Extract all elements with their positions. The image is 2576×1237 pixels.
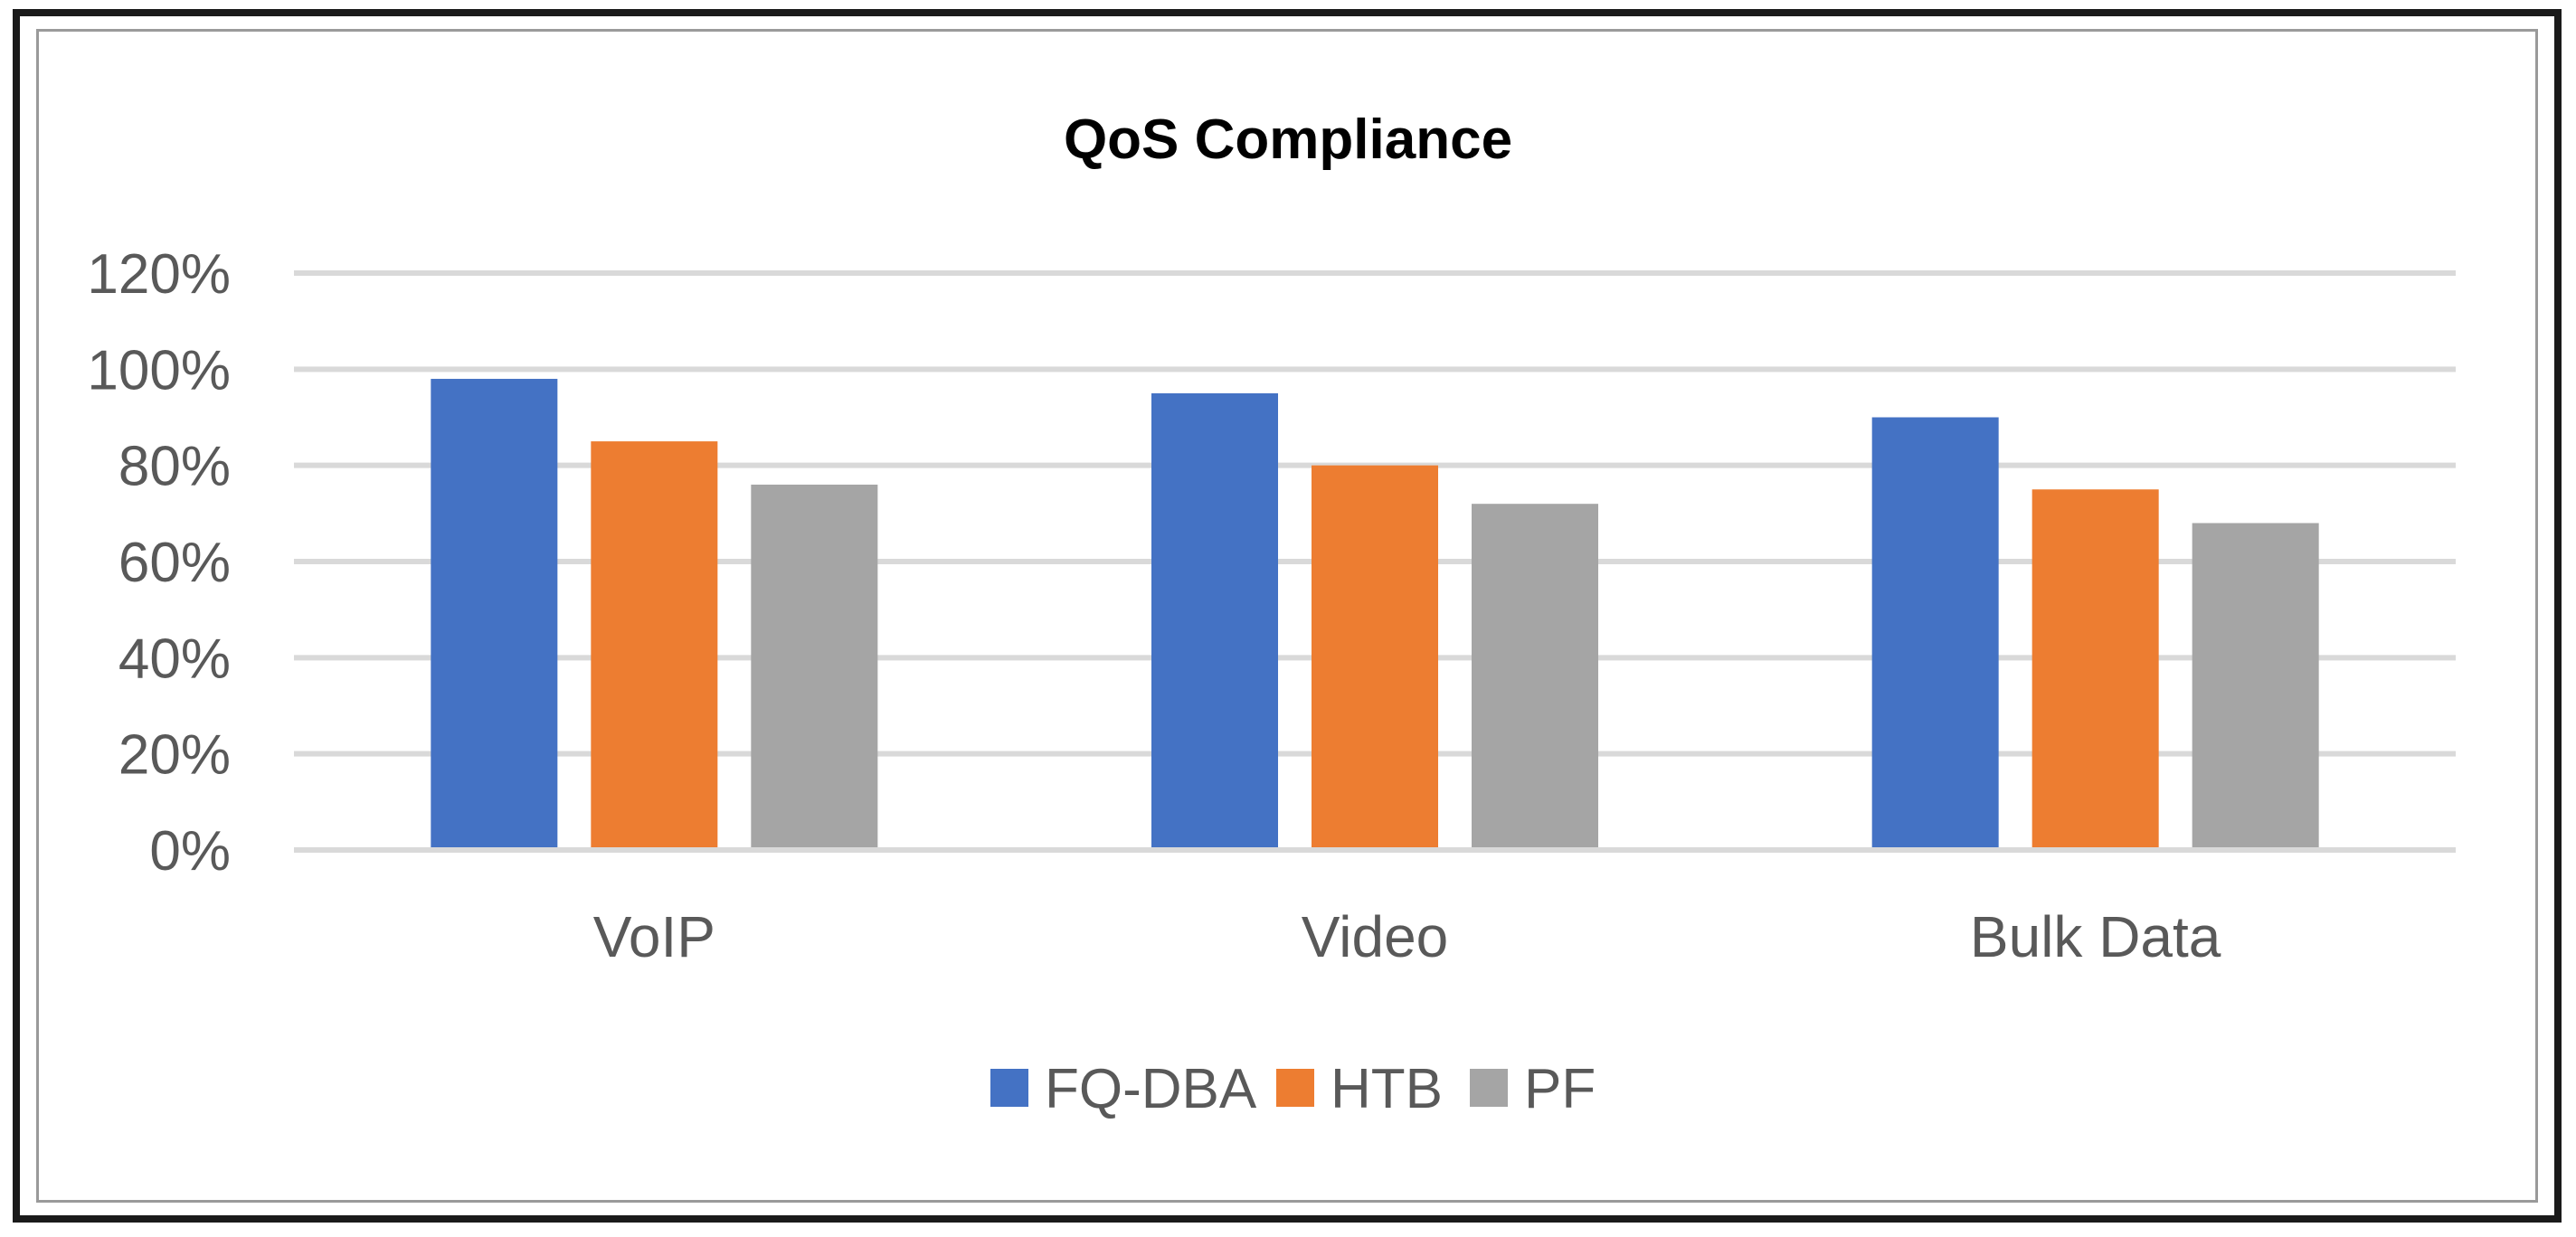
legend-swatch-htb: [1276, 1069, 1314, 1107]
x-axis-category-labels: VoIP Video Bulk Data: [593, 904, 2221, 969]
y-tick-label: 40%: [118, 628, 231, 690]
legend-label: PF: [1524, 1058, 1596, 1120]
bar-fq-dba-voip: [431, 378, 558, 850]
legend-swatch-pf: [1470, 1069, 1508, 1107]
bar-htb-voip: [591, 441, 718, 850]
bar-pf-voip: [751, 484, 878, 850]
y-tick-label: 0%: [149, 820, 231, 883]
bar-htb-video: [1312, 465, 1438, 850]
legend-label: FQ-DBA: [1045, 1058, 1257, 1120]
bars: [294, 378, 2456, 853]
bar-fq-dba-bulk-data: [1871, 417, 1999, 850]
y-tick-label: 20%: [118, 724, 231, 787]
bar-fq-dba-video: [1151, 392, 1278, 850]
legend: FQ-DBA HTB PF: [990, 1058, 1596, 1120]
y-tick-label: 100%: [87, 339, 231, 401]
y-axis-tick-labels: 0% 20% 40% 60% 80% 100% 120%: [87, 243, 231, 883]
x-category-label: Bulk Data: [1970, 904, 2221, 969]
legend-swatch-fq-dba: [990, 1069, 1028, 1107]
chart-title: QoS Compliance: [1064, 109, 1512, 171]
y-tick-label: 80%: [118, 436, 231, 498]
y-tick-label: 120%: [87, 243, 231, 306]
bar-htb-bulk-data: [2031, 489, 2159, 850]
legend-label: HTB: [1331, 1058, 1443, 1120]
x-category-label: Video: [1302, 904, 1449, 969]
bar-pf-video: [1472, 504, 1598, 850]
bar-pf-bulk-data: [2192, 523, 2319, 850]
x-category-label: VoIP: [593, 904, 715, 969]
y-tick-label: 60%: [118, 532, 231, 594]
